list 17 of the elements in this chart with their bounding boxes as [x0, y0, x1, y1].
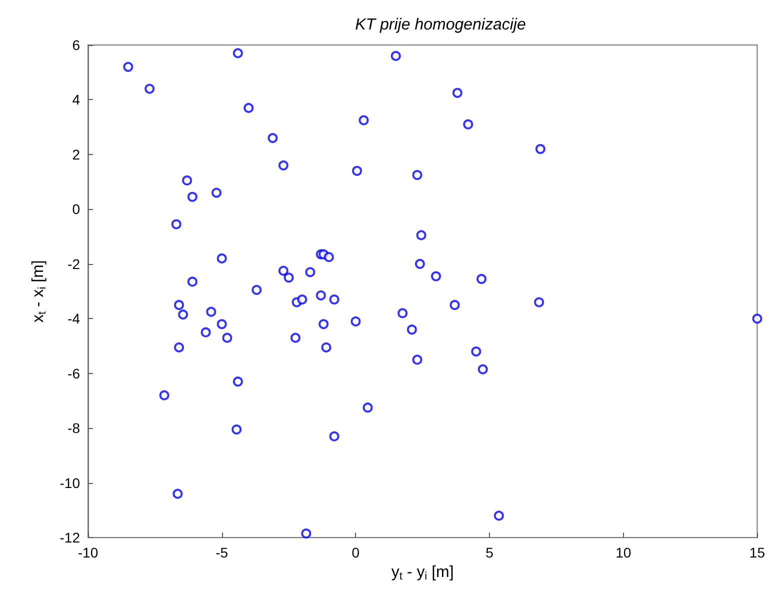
y-tick-label: 6 — [72, 37, 80, 53]
x-tick-label: -5 — [216, 544, 228, 561]
y-tick-label: -10 — [60, 474, 80, 491]
chart-title: KT prije homogenizacije — [355, 16, 526, 34]
y-tick-label: 2 — [72, 146, 80, 162]
x-tick-label: 15 — [749, 544, 766, 561]
y-tick-label: -12 — [60, 530, 80, 546]
y-tick-label: -6 — [68, 365, 80, 382]
x-tick-label: 5 — [486, 544, 494, 561]
y-tick-label: 0 — [72, 201, 80, 218]
x-tick-label: 0 — [352, 544, 360, 561]
y-tick-label: -8 — [68, 420, 80, 436]
y-tick-label: -4 — [68, 310, 80, 327]
x-tick-label: 10 — [616, 544, 632, 561]
y-axis-title: xt - xi [m] — [30, 260, 48, 322]
y-tick-label: -2 — [68, 256, 80, 272]
y-tick-label: 4 — [72, 92, 80, 108]
